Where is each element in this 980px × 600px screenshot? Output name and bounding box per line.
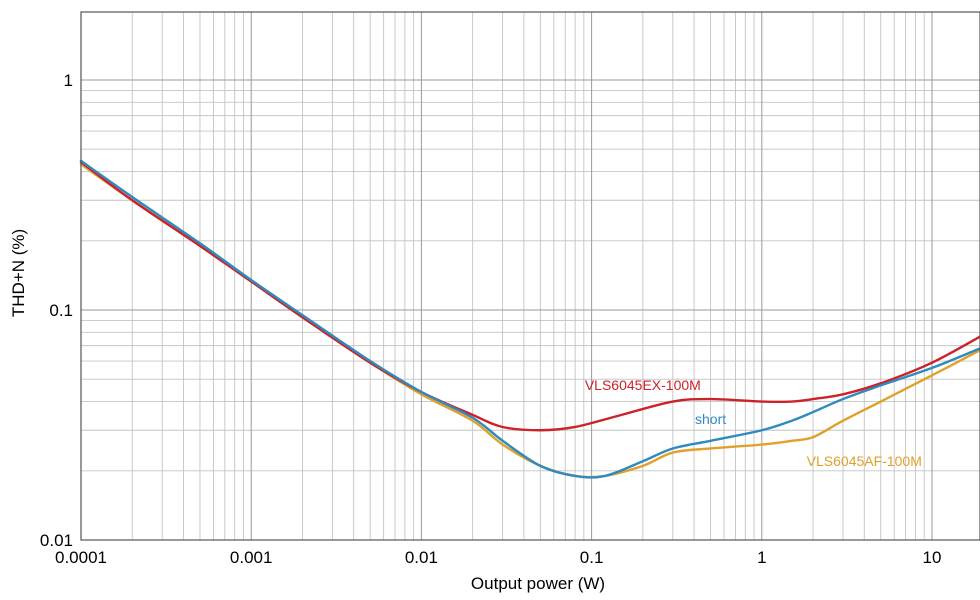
series-line-short	[79, 159, 980, 479]
x-tick-label: 0.01	[405, 548, 438, 567]
series-label-vls6045af-100m: VLS6045AF-100M	[807, 453, 922, 469]
y-tick-labels: 0.01 0.1 1	[40, 71, 73, 550]
series-lines	[79, 159, 980, 479]
y-axis-title: THD+N (%)	[9, 229, 28, 317]
minor-gridlines	[81, 12, 980, 540]
y-tick-label: 1	[64, 71, 73, 90]
x-tick-label: 0.001	[230, 548, 273, 567]
series-label-vls6045ex-100m: VLS6045EX-100M	[585, 377, 701, 393]
y-tick-label: 0.1	[49, 301, 73, 320]
series-line-vls6045ex-100m	[79, 160, 980, 432]
x-tick-label: 10	[923, 548, 942, 567]
x-axis-title: Output power (W)	[471, 574, 605, 593]
y-tick-label: 0.01	[40, 531, 73, 550]
series-labels: VLS6045EX-100M short VLS6045AF-100M	[585, 377, 922, 469]
plot-border	[80, 11, 980, 541]
x-tick-label: 0.0001	[55, 548, 107, 567]
x-tick-label: 1	[757, 548, 766, 567]
x-tick-labels: 0.0001 0.001 0.01 0.1 1 10	[55, 548, 941, 567]
plot-frame	[80, 11, 980, 541]
plot-background	[81, 12, 980, 540]
series-label-short: short	[695, 411, 726, 427]
x-tick-label: 0.1	[580, 548, 604, 567]
